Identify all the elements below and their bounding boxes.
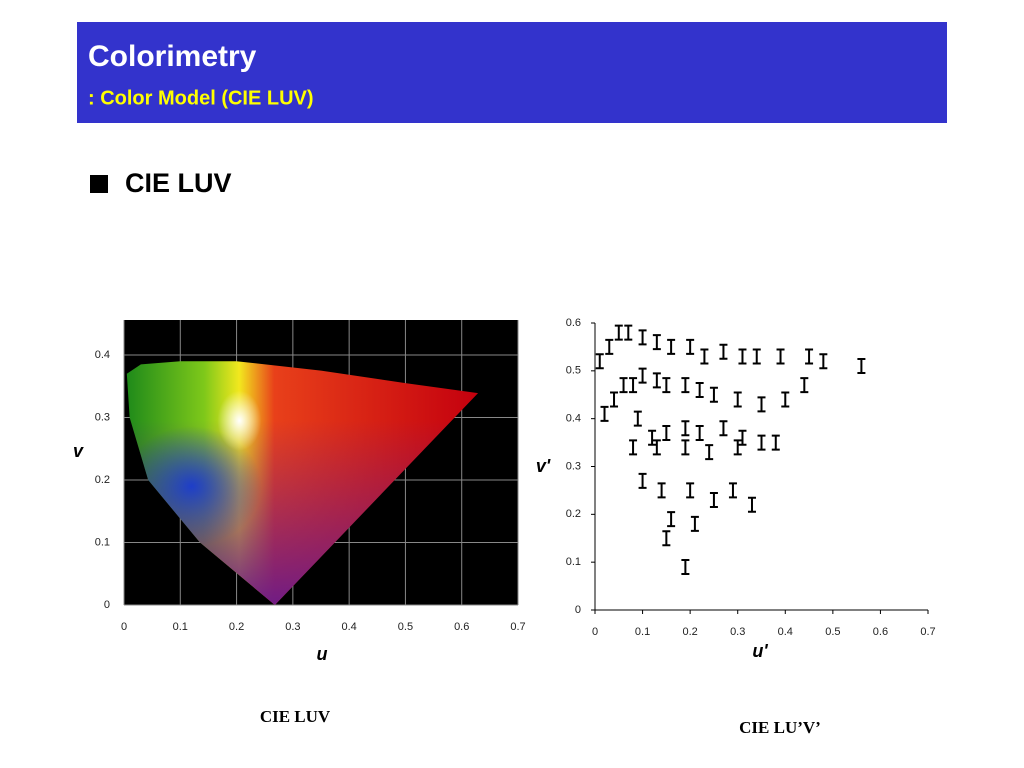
ellipse-marker (605, 338, 614, 355)
ellipse-marker (719, 343, 728, 360)
x-tick-label: 0.7 (920, 626, 935, 638)
ellipse-marker (686, 338, 695, 355)
x-tick-label: 0 (121, 621, 127, 633)
x-tick-label: 0.6 (873, 626, 888, 638)
ellipse-marker (662, 530, 671, 547)
y-tick-label: 0.1 (95, 536, 110, 548)
title: Colorimetry (88, 40, 257, 73)
x-tick-label: 0.3 (285, 621, 300, 633)
ellipse-marker (629, 439, 638, 456)
y-tick-label: 0.2 (566, 508, 581, 520)
ellipse-marker (633, 410, 642, 427)
ellipse-marker (695, 425, 704, 442)
ellipse-marker (776, 348, 785, 365)
ellipse-marker (614, 324, 623, 341)
ellipse-marker (695, 381, 704, 398)
y-tick-label: 0.3 (566, 460, 581, 472)
ellipse-marker (690, 515, 699, 532)
ellipse-marker (600, 405, 609, 422)
ellipse-marker (638, 329, 647, 346)
ellipse-marker (733, 439, 742, 456)
y-tick-label: 0.6 (566, 317, 581, 329)
ellipse-marker (681, 439, 690, 456)
ellipse-marker (752, 348, 761, 365)
x-axis-label: u (317, 644, 328, 664)
y-tick-label: 0.5 (566, 365, 581, 377)
ellipse-marker (624, 324, 633, 341)
ellipse-marker (681, 377, 690, 394)
y-tick-label: 0.2 (95, 474, 110, 486)
shade (217, 390, 262, 451)
ellipse-marker (781, 391, 790, 408)
ellipse-marker (667, 338, 676, 355)
x-tick-label: 0.6 (454, 621, 469, 633)
ellipse-marker (662, 377, 671, 394)
x-tick-label: 0.5 (398, 621, 413, 633)
ellipse-marker (757, 434, 766, 451)
ellipse-marker (771, 434, 780, 451)
ellipse-marker (652, 372, 661, 389)
bullet-text: CIE LUV (125, 168, 232, 198)
y-tick-label: 0.4 (95, 349, 110, 361)
y-tick-label: 0.1 (566, 556, 581, 568)
x-tick-label: 0.4 (778, 626, 793, 638)
ellipse-marker (733, 391, 742, 408)
x-tick-label: 0 (592, 626, 598, 638)
ellipse-marker (610, 391, 619, 408)
ellipse-marker (638, 472, 647, 489)
ellipse-marker (705, 444, 714, 461)
x-tick-label: 0.4 (341, 621, 356, 633)
x-tick-label: 0.2 (682, 626, 697, 638)
ellipse-marker (629, 377, 638, 394)
ellipse-marker (738, 429, 747, 446)
ellipse-marker (709, 491, 718, 508)
ellipse-marker (709, 386, 718, 403)
y-tick-label: 0.3 (95, 411, 110, 423)
ellipse-marker (700, 348, 709, 365)
x-tick-label: 0.3 (730, 626, 745, 638)
y-tick-label: 0 (575, 604, 581, 616)
ellipse-marker (648, 429, 657, 446)
ellipse-marker (595, 353, 604, 370)
ellipse-marker (728, 482, 737, 499)
y-axis-label: v' (536, 456, 551, 476)
x-tick-label: 0.1 (173, 621, 188, 633)
caption: CIE LU’V’ (739, 718, 821, 737)
x-tick-label: 0.2 (229, 621, 244, 633)
ellipse-marker (757, 396, 766, 413)
x-tick-label: 0.5 (825, 626, 840, 638)
ellipse-marker (652, 334, 661, 351)
ellipse-marker (819, 353, 828, 370)
ellipse-marker (657, 482, 666, 499)
ellipse-marker (686, 482, 695, 499)
subtitle: : Color Model (CIE LUV) (88, 87, 314, 109)
ellipse-marker (652, 439, 661, 456)
ellipse-marker (619, 377, 628, 394)
ellipse-marker (662, 425, 671, 442)
ellipse-marker (681, 420, 690, 437)
x-tick-label: 0.1 (635, 626, 650, 638)
ellipse-marker (719, 420, 728, 437)
ellipse-marker (738, 348, 747, 365)
y-axis-label: v (73, 441, 84, 461)
ellipse-marker (747, 496, 756, 513)
y-tick-label: 0 (104, 599, 110, 611)
header-bar (77, 22, 947, 123)
bullet-icon (90, 175, 108, 193)
x-axis-label: u' (752, 641, 768, 661)
y-tick-label: 0.4 (566, 413, 581, 425)
ellipse-marker (667, 511, 676, 528)
ellipse-marker (800, 377, 809, 394)
ellipse-marker (638, 367, 647, 384)
ellipse-marker (857, 358, 866, 375)
ellipse-marker (681, 558, 690, 575)
caption: CIE LUV (260, 707, 331, 726)
x-tick-label: 0.7 (510, 621, 525, 633)
ellipse-marker (805, 348, 814, 365)
